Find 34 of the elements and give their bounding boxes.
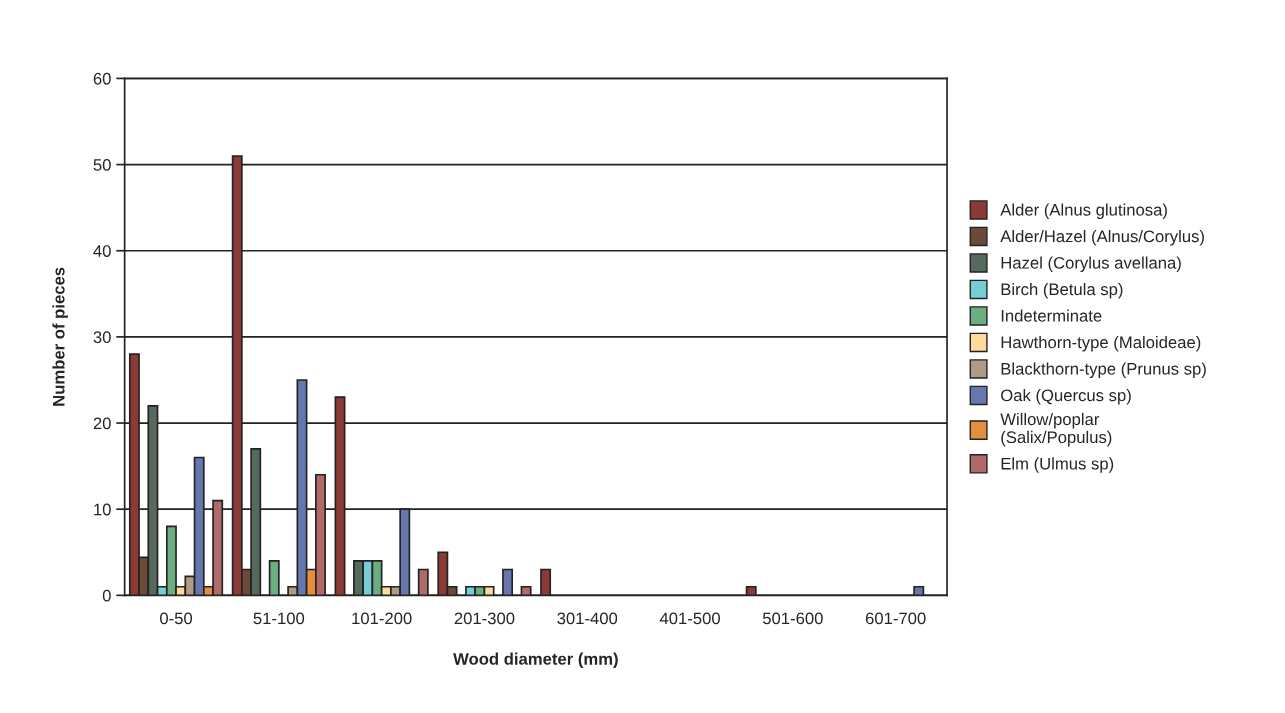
legend-label: Alder/Hazel (Alnus/Corylus) [1000, 229, 1204, 246]
y-tick-label: 30 [93, 331, 111, 344]
legend-label: Alder (Alnus glutinosa) [1000, 203, 1167, 220]
x-tick-label: 0-50 [160, 612, 193, 625]
x-axis-title: Wood diameter (mm) [453, 652, 618, 669]
bar [502, 568, 514, 596]
x-tick-label: 101-200 [352, 612, 412, 625]
y-tick-label: 0 [102, 589, 111, 602]
y-tick-label: 20 [93, 417, 111, 430]
legend-label: Indeterminate [1001, 309, 1102, 322]
legend-label: Elm (Ulmus sp) [1001, 457, 1114, 473]
x-tick-label: 501-600 [762, 612, 823, 625]
bar [520, 585, 532, 596]
legend-label: Hawthorn-type (Maloideae) [1001, 335, 1201, 352]
x-tick-label: 601-700 [865, 612, 926, 625]
x-tick-label: 401-500 [659, 612, 720, 625]
y-tick-label: 40 [93, 245, 111, 257]
bar [745, 585, 757, 596]
x-tick-label: 201-300 [454, 612, 515, 625]
y-tick-label: 60 [93, 72, 111, 85]
legend-label: Hazel (Corylus avellana) [1001, 256, 1181, 273]
legend-label: Birch (Betula sp) [1001, 282, 1123, 299]
legend-label: Oak (Quercus sp) [1001, 388, 1131, 405]
bar [913, 585, 925, 596]
legend-label: Blackthorn-type (Prunus sp) [1001, 362, 1206, 379]
y-tick-label: 50 [93, 158, 111, 171]
bar [417, 568, 429, 596]
y-tick-label: 10 [94, 503, 111, 516]
legend-label: Willow/poplar (Salix/Populus) [1000, 412, 1112, 447]
bar [268, 560, 280, 596]
x-tick-label: 51-100 [253, 612, 305, 625]
y-axis-title: Number of pieces [52, 267, 68, 406]
bar [540, 568, 552, 596]
x-tick-label: 301-400 [557, 612, 618, 625]
